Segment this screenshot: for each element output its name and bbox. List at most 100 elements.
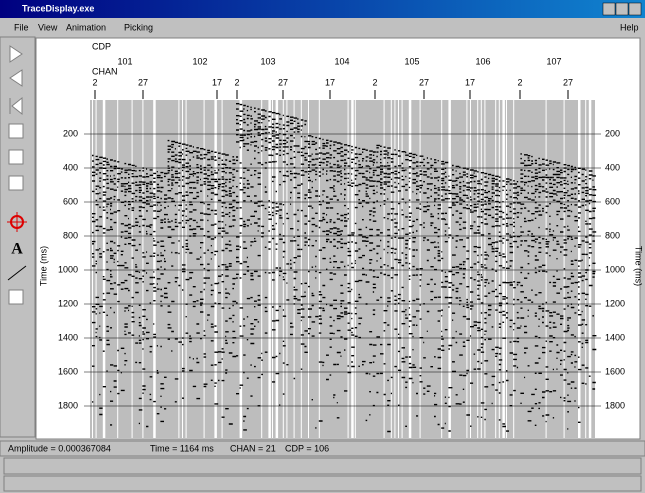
trace-wiggle xyxy=(174,141,179,403)
chan-label: CHAN xyxy=(92,66,118,76)
left-tick-label: 1800 xyxy=(58,400,78,410)
trace-gap xyxy=(477,100,479,438)
chan-number: 2 xyxy=(517,77,522,87)
cdp-number: 105 xyxy=(404,56,419,66)
trace-gap xyxy=(178,100,180,438)
cdp-number: 102 xyxy=(192,56,207,66)
trace-wiggle xyxy=(419,155,424,383)
menu-item[interactable]: File xyxy=(14,22,29,32)
trace-wiggle xyxy=(156,171,161,415)
trace-wiggle xyxy=(495,175,500,391)
trace-gap xyxy=(398,100,399,438)
trace-wiggle xyxy=(275,112,280,375)
trace-gap xyxy=(308,100,309,438)
trace-gap xyxy=(394,100,396,438)
trace-gap xyxy=(268,100,271,438)
trace-gap xyxy=(480,100,482,438)
trace-wiggle xyxy=(444,161,449,425)
trace-gap xyxy=(214,100,217,438)
trace-wiggle xyxy=(383,146,388,396)
trace-wiggle xyxy=(192,146,197,388)
trace-wiggle xyxy=(210,150,215,381)
menu-help[interactable]: Help xyxy=(620,22,639,32)
chan-number: 27 xyxy=(563,77,573,87)
trace-wiggle xyxy=(207,149,211,321)
trace-wiggle xyxy=(534,159,539,426)
right-tick-label: 200 xyxy=(605,128,620,138)
left-tick-label: 1600 xyxy=(58,366,78,376)
trace-gap xyxy=(383,100,385,438)
chan-number: 2 xyxy=(234,77,239,87)
left-tick-label: 600 xyxy=(63,196,78,206)
trace-wiggle xyxy=(552,161,557,419)
trace-wiggle xyxy=(340,143,345,357)
trace-wiggle xyxy=(189,145,194,372)
trace-wiggle xyxy=(272,112,276,383)
trace-wiggle xyxy=(581,168,586,384)
trace-gap xyxy=(390,100,392,438)
trace-wiggle xyxy=(246,105,251,410)
menu-item[interactable]: Picking xyxy=(124,22,153,32)
trace-wiggle xyxy=(239,103,244,389)
trace-gap xyxy=(441,100,443,438)
trace-area xyxy=(90,100,595,438)
trace-wiggle xyxy=(470,169,474,427)
trace-wiggle xyxy=(214,151,219,405)
trace-wiggle xyxy=(567,164,572,430)
trace-gap xyxy=(185,100,187,438)
menu-item[interactable]: Animation xyxy=(66,22,106,32)
right-tick-label: 400 xyxy=(605,162,620,172)
trace-wiggle xyxy=(228,160,233,425)
chan-number: 17 xyxy=(465,77,475,87)
trace-wiggle xyxy=(326,139,330,381)
trace-wiggle xyxy=(477,171,482,418)
trace-wiggle xyxy=(318,137,323,422)
menu-item[interactable]: View xyxy=(38,22,58,32)
trace-gap xyxy=(102,100,106,438)
trace-wiggle xyxy=(279,113,283,406)
toolbar xyxy=(0,36,36,438)
trace-gap xyxy=(261,100,263,438)
trace-wiggle xyxy=(459,166,464,405)
trace-wiggle xyxy=(513,180,518,392)
cdp-number: 101 xyxy=(117,56,132,66)
trace-wiggle xyxy=(484,172,489,421)
trace-wiggle xyxy=(390,153,395,395)
trace-wiggle xyxy=(300,119,305,370)
trace-wiggle xyxy=(412,153,417,384)
tool-icons[interactable] xyxy=(7,45,27,305)
left-tick-label: 400 xyxy=(63,162,78,172)
trace-wiggle xyxy=(506,178,510,432)
trace-wiggle xyxy=(538,157,543,410)
trace-wiggle xyxy=(502,180,507,428)
trace-wiggle xyxy=(200,148,204,340)
trace-wiggle xyxy=(333,141,338,399)
trace-gap xyxy=(466,100,468,438)
trace-gap xyxy=(275,100,279,438)
left-tick-label: 1200 xyxy=(58,298,78,308)
trace-gap xyxy=(498,100,500,438)
trace-wiggle xyxy=(149,169,154,401)
trace-wiggle xyxy=(254,107,258,368)
menu-bar xyxy=(0,19,645,37)
status-panel xyxy=(3,457,642,475)
trace-wiggle xyxy=(236,103,240,395)
trace-gap xyxy=(318,100,320,438)
trace-gap xyxy=(545,100,547,438)
trace-wiggle xyxy=(329,140,334,376)
trace-wiggle xyxy=(466,168,471,416)
trace-wiggle xyxy=(347,145,352,374)
trace-gap xyxy=(131,100,133,438)
window-buttons[interactable] xyxy=(602,2,642,16)
left-tick-label: 1400 xyxy=(58,332,78,342)
trace-wiggle xyxy=(394,149,399,368)
text-tool[interactable]: A xyxy=(11,241,23,258)
trace-wiggle xyxy=(430,158,434,368)
trace-gap xyxy=(142,100,144,438)
right-tick-label: 800 xyxy=(605,230,620,240)
trace-wiggle xyxy=(178,142,183,343)
trace-wiggle xyxy=(570,165,575,389)
trace-wiggle xyxy=(437,160,442,426)
chan-number: 27 xyxy=(419,77,429,87)
